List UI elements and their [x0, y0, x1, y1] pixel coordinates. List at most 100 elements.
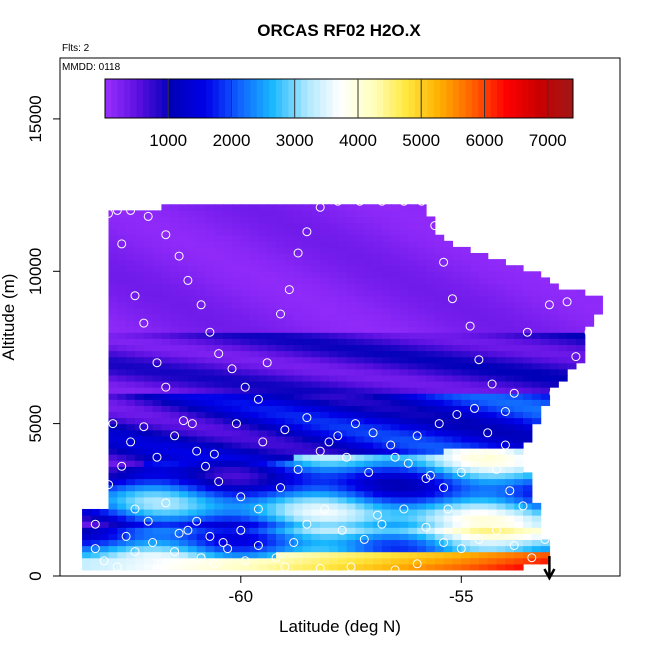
- heatmap-cell: [311, 313, 321, 321]
- heatmap-cell: [390, 521, 401, 528]
- heatmap-cell: [240, 356, 251, 364]
- heatmap-cell: [240, 301, 251, 309]
- heatmap-cell: [425, 344, 436, 352]
- heatmap-cell: [240, 539, 251, 547]
- heatmap-cell: [408, 240, 418, 248]
- heatmap-cell: [452, 429, 462, 437]
- heatmap-cell: [179, 521, 189, 528]
- heatmap-cell: [320, 448, 330, 455]
- heatmap-cell: [267, 411, 277, 419]
- heatmap-cell: [223, 448, 233, 455]
- heatmap-cell: [346, 350, 357, 358]
- heatmap-cell: [152, 441, 163, 449]
- heatmap-cell: [381, 240, 392, 248]
- heatmap-cell: [364, 539, 374, 547]
- heatmap-cell: [293, 228, 304, 236]
- heatmap-cell: [549, 338, 559, 346]
- heatmap-cell: [82, 557, 92, 565]
- heatmap-cell: [134, 551, 145, 559]
- heatmap-cell: [320, 259, 330, 266]
- heatmap-cell: [214, 307, 224, 315]
- heatmap-cell: [470, 283, 480, 291]
- heatmap-cell: [249, 551, 260, 559]
- heatmap-cell: [240, 417, 251, 425]
- observation-point: [509, 388, 519, 398]
- heatmap-cell: [284, 307, 295, 315]
- heatmap-cell: [240, 253, 251, 260]
- heatmap-cell: [346, 484, 357, 492]
- observation-point: [492, 464, 501, 474]
- heatmap-cell: [117, 222, 127, 230]
- heatmap-cell: [408, 222, 418, 230]
- heatmap-cell: [346, 557, 357, 565]
- heatmap-cell: [320, 508, 330, 516]
- heatmap-cell: [417, 374, 427, 382]
- heatmap-cell: [187, 454, 198, 461]
- heatmap-cell: [390, 234, 401, 242]
- heatmap-cell: [320, 326, 330, 333]
- heatmap-cell: [205, 405, 215, 413]
- colorbar-segment: [345, 79, 353, 118]
- heatmap-cell: [134, 332, 145, 339]
- heatmap-cell: [293, 326, 304, 333]
- heatmap-cell: [399, 265, 409, 272]
- colorbar-segment: [376, 79, 384, 118]
- heatmap-cell: [126, 466, 136, 473]
- heatmap-cell: [443, 515, 454, 522]
- heatmap-cell: [514, 490, 524, 498]
- heatmap-cell: [240, 557, 251, 565]
- heatmap-cell: [531, 502, 542, 510]
- heatmap-cell: [408, 204, 418, 211]
- heatmap-cell: [205, 521, 215, 528]
- heatmap-cell: [196, 320, 207, 327]
- heatmap-cell: [328, 460, 339, 467]
- heatmap-cell: [179, 435, 189, 443]
- heatmap-cell: [505, 393, 515, 400]
- heatmap-cell: [143, 435, 154, 443]
- heatmap-cell: [311, 326, 321, 333]
- heatmap-cell: [126, 228, 136, 236]
- heatmap-cell: [117, 466, 127, 473]
- heatmap-cell: [126, 368, 136, 376]
- heatmap-cell: [514, 338, 524, 346]
- heatmap-cell: [531, 374, 542, 382]
- heatmap-cell: [337, 271, 348, 278]
- heatmap-cell: [540, 326, 551, 333]
- heatmap-cell: [276, 551, 286, 559]
- heatmap-cell: [346, 234, 357, 242]
- heatmap-cell: [249, 521, 260, 528]
- heatmap-cell: [425, 313, 436, 321]
- heatmap-cell: [496, 338, 506, 346]
- heatmap-cell: [470, 551, 480, 559]
- heatmap-cell: [108, 362, 118, 370]
- heatmap-cell: [522, 533, 533, 541]
- heatmap-cell: [117, 478, 127, 486]
- heatmap-cell: [531, 411, 542, 419]
- heatmap-cell: [320, 557, 330, 565]
- heatmap-cell: [126, 417, 136, 425]
- heatmap-cell: [584, 320, 595, 327]
- heatmap-cell: [205, 508, 215, 516]
- heatmap-cell: [249, 533, 260, 541]
- heatmap-cell: [522, 508, 533, 516]
- observation-point: [152, 358, 162, 368]
- heatmap-cell: [231, 246, 242, 254]
- colorbar-segment: [408, 79, 416, 118]
- observation-point: [461, 513, 471, 523]
- arrow-head: [543, 568, 556, 581]
- heatmap-cell: [143, 326, 154, 333]
- heatmap-cell: [346, 295, 357, 303]
- heatmap-cell: [293, 435, 304, 443]
- heatmap-cell: [179, 472, 189, 480]
- heatmap-cell: [134, 313, 145, 321]
- heatmap-cell: [540, 362, 551, 370]
- heatmap-cell: [126, 356, 136, 364]
- colorbar-segment: [427, 79, 435, 118]
- heatmap-cell: [461, 326, 471, 333]
- heatmap-cell: [443, 563, 454, 571]
- heatmap-cell: [381, 277, 392, 285]
- heatmap-cell: [126, 527, 136, 534]
- heatmap-cell: [470, 313, 480, 321]
- heatmap-cell: [179, 295, 189, 303]
- heatmap-cell: [276, 265, 286, 272]
